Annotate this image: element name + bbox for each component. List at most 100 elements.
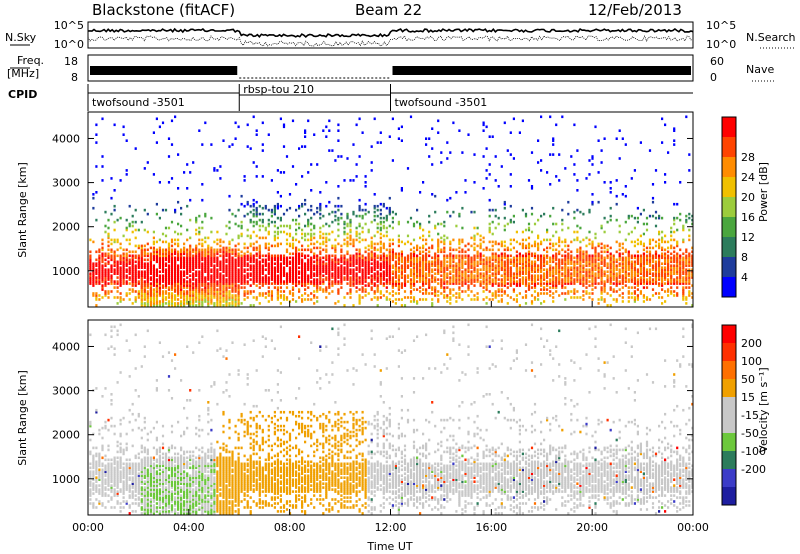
heatmap-cell [624,258,627,262]
heatmap-cell [412,254,416,258]
heatmap-cell [167,292,171,295]
heatmap-cell [134,268,137,271]
heatmap-cell [319,206,322,210]
heatmap-cell [237,276,240,279]
freq-tick-bottom: 8 [71,71,78,84]
heatmap-cell [331,290,334,293]
heatmap-cell [661,216,664,220]
heatmap-cell [618,294,621,297]
heatmap-cell [437,131,440,134]
heatmap-cell [301,232,304,236]
heatmap-cell [370,276,373,279]
heatmap-cell [270,260,273,264]
heatmap-cell [370,258,373,262]
heatmap-cell [276,236,279,240]
heatmap-cell [434,224,437,228]
heatmap-cell [409,286,413,289]
heatmap-cell [352,270,355,273]
heatmap-cell [98,256,101,260]
heatmap-cell [146,161,149,164]
heatmap-cell [243,298,246,301]
heatmap-cell [210,254,213,258]
heatmap-cell [515,276,518,279]
heatmap-cell [325,278,328,281]
heatmap-cell [633,300,636,303]
heatmap-cell [400,264,403,267]
heatmap-cell [222,250,225,254]
heatmap-cell [174,256,177,260]
heatmap-cell [400,274,403,277]
heatmap-cell [358,248,361,252]
heatmap-cell [416,264,419,267]
heatmap-cell [183,278,186,281]
heatmap-cell [585,177,588,180]
heatmap-cell [573,268,576,271]
heatmap-cell [174,258,177,262]
heatmap-cell [618,248,621,252]
heatmap-cell [213,276,216,279]
heatmap-cell [639,270,642,273]
heatmap-cell [627,268,630,271]
heatmap-cell [467,284,470,287]
heatmap-cell [476,256,479,260]
heatmap-cell [673,266,676,269]
heatmap-cell [252,276,255,279]
heatmap-cell [670,270,673,273]
heatmap-cell [391,252,394,256]
heatmap-cell [331,284,334,287]
heatmap-cell [216,169,219,172]
heatmap-cell [391,276,394,279]
heatmap-cell [319,282,322,285]
heatmap-cell [301,145,304,148]
heatmap-cell [186,238,189,242]
heatmap-cell [204,286,207,289]
heatmap-cell [555,242,558,246]
heatmap-cell [509,153,512,156]
heatmap-cell [416,280,419,283]
heatmap-cell [639,262,642,265]
heatmap-cell [210,262,213,265]
heatmap-cell [506,266,509,269]
heatmap-cell [207,250,210,254]
heatmap-cell [180,288,183,291]
heatmap-cell [237,280,240,283]
heatmap-cell [149,292,152,295]
heatmap-cell [304,238,307,242]
heatmap-cell [237,252,240,256]
heatmap-cell [189,198,192,202]
heatmap-cell [443,224,446,228]
heatmap-cell [606,278,609,281]
heatmap-cell [349,224,352,228]
heatmap-cell [143,302,146,305]
heatmap-cell [186,163,189,166]
heatmap-cell [688,238,691,242]
heatmap-cell [388,250,391,254]
heatmap-cell [240,264,243,267]
heatmap-cell [473,242,476,246]
heatmap-cell [373,204,376,208]
heatmap-cell [201,280,204,283]
heatmap-cell [319,236,322,240]
heatmap-cell [485,280,488,283]
heatmap-cell [479,262,482,265]
heatmap-cell [676,262,679,265]
heatmap-cell [195,296,198,299]
heatmap-cell [524,214,528,218]
heatmap-cell [452,256,455,260]
heatmap-cell [564,250,567,254]
heatmap-cell [488,264,491,267]
heatmap-cell [388,254,391,258]
heatmap-cell [331,264,334,267]
heatmap-cell [585,256,588,260]
heatmap-cell [682,240,685,244]
heatmap-cell [521,276,524,279]
heatmap-cell [676,252,679,256]
heatmap-cell [267,224,270,228]
heatmap-cell [685,262,688,265]
heatmap-cell [201,264,204,267]
heatmap-cell [488,214,491,218]
heatmap-cell [564,292,567,295]
heatmap-cell [600,268,603,271]
heatmap-cell [391,256,394,260]
heatmap-cell [195,298,198,301]
